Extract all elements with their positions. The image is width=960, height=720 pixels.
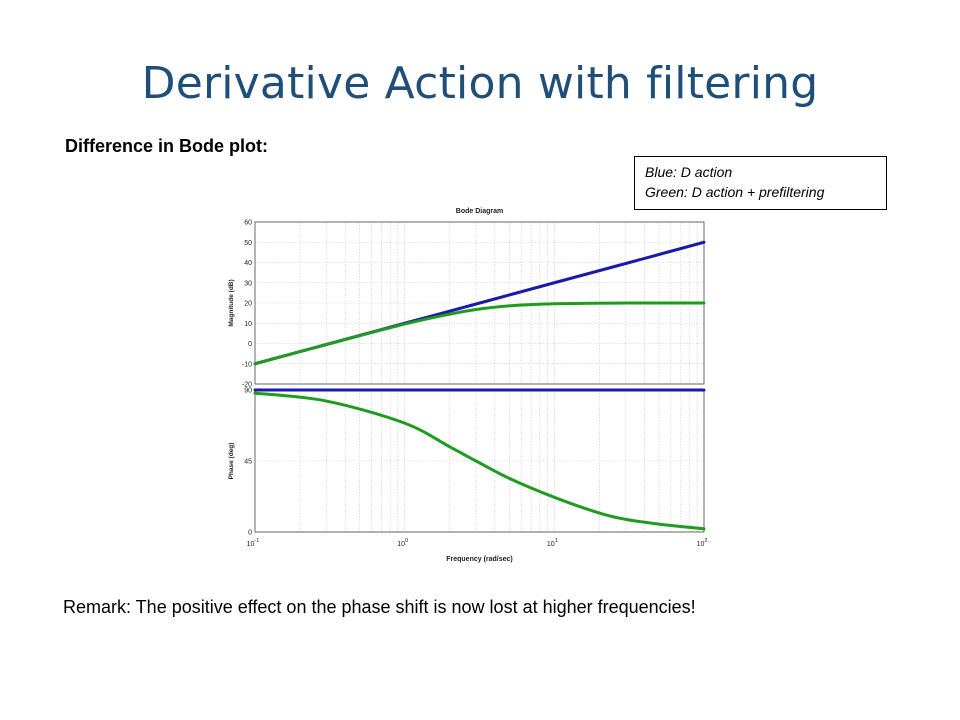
phase-tick-label: 90 bbox=[244, 388, 252, 395]
phase-tick-label: 0 bbox=[248, 530, 252, 537]
magnitude-ylabel: Magnitude (dB) bbox=[228, 279, 235, 326]
chart-title: Bode Diagram bbox=[456, 208, 503, 215]
x-axis-label: Frequency (rad/sec) bbox=[446, 556, 513, 563]
legend-box: Blue: D action Green: D action + prefilt… bbox=[634, 156, 887, 210]
magnitude-tick-label: -10 bbox=[242, 361, 252, 368]
magnitude-tick-label: 30 bbox=[244, 280, 252, 287]
magnitude-tick-label: 60 bbox=[244, 220, 252, 227]
magnitude-tick-label: -20 bbox=[242, 382, 252, 389]
magnitude-tick-label: 0 bbox=[248, 341, 252, 348]
bode-plot: Bode Diagram-20-100102030405060Magnitude… bbox=[228, 208, 708, 563]
phase-ylabel: Phase (deg) bbox=[228, 443, 235, 480]
phase-plot-area bbox=[255, 390, 704, 532]
remark-text: Remark: The positive effect on the phase… bbox=[63, 597, 696, 617]
magnitude-tick-label: 40 bbox=[244, 260, 252, 267]
magnitude-series-d_prefilter bbox=[253, 301, 706, 366]
magnitude-tick-label: 50 bbox=[244, 240, 252, 247]
x-tick-label: 101 bbox=[547, 538, 558, 548]
slide-title: Derivative Action with filtering bbox=[141, 58, 819, 109]
x-tick-label: 102 bbox=[697, 538, 708, 548]
phase-series-d_prefilter bbox=[253, 391, 706, 531]
subtitle: Difference in Bode plot: bbox=[65, 136, 269, 156]
x-tick-label: 100 bbox=[397, 538, 408, 548]
x-tick-label: 10-1 bbox=[247, 538, 260, 548]
phase-tick-label: 45 bbox=[244, 459, 252, 466]
legend-line-d-prefilter: Green: D action + prefiltering bbox=[645, 184, 825, 200]
legend-line-d-action: Blue: D action bbox=[645, 164, 733, 180]
magnitude-tick-label: 20 bbox=[244, 301, 252, 308]
magnitude-tick-label: 10 bbox=[244, 321, 252, 328]
